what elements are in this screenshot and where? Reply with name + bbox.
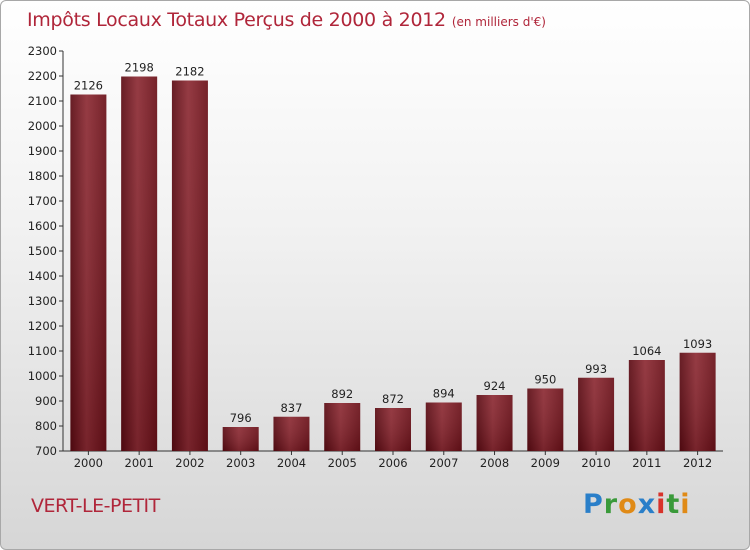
- chart-title-text: Impôts Locaux Totaux Perçus de 2000 à 20…: [27, 9, 446, 31]
- bar-value-label: 1064: [632, 344, 661, 358]
- y-tick-label: 1800: [28, 169, 57, 183]
- y-tick-label: 900: [35, 394, 57, 408]
- chart-unit-label: (en milliers d'€): [451, 15, 546, 29]
- bar-value-label: 2198: [125, 61, 154, 75]
- bar-shade: [171, 80, 208, 451]
- x-tick-label: 2005: [328, 456, 357, 470]
- y-tick-label: 700: [35, 444, 57, 458]
- bar-shade: [121, 76, 158, 451]
- x-tick-label: 2000: [74, 456, 103, 470]
- logo-letter: r: [603, 489, 619, 520]
- y-tick-label: 2200: [28, 69, 57, 83]
- y-tick-label: 1900: [28, 144, 57, 158]
- y-tick-label: 1200: [28, 319, 57, 333]
- y-tick-label: 1400: [28, 269, 57, 283]
- bar-value-label: 894: [433, 387, 455, 401]
- x-tick-label: 2010: [581, 456, 610, 470]
- y-tick-label: 1100: [28, 344, 57, 358]
- bar-value-label: 892: [331, 387, 353, 401]
- y-tick-label: 1700: [28, 194, 57, 208]
- proxiti-logo: Proxiti: [583, 489, 691, 520]
- bar-shade: [578, 377, 615, 451]
- bar-shade: [425, 402, 462, 451]
- x-tick-label: 2004: [277, 456, 306, 470]
- bar-value-label: 2126: [74, 79, 103, 93]
- x-tick-label: 2007: [429, 456, 458, 470]
- bar-shade: [527, 388, 564, 451]
- x-tick-label: 2012: [683, 456, 712, 470]
- y-tick-label: 2000: [28, 119, 57, 133]
- y-tick-label: 800: [35, 419, 57, 433]
- bar-shade: [679, 352, 716, 451]
- logo-letter: x: [637, 489, 657, 520]
- y-tick-label: 1500: [28, 244, 57, 258]
- bar-value-label: 993: [585, 362, 607, 376]
- logo-letter: i: [656, 489, 667, 520]
- bar-value-label: 924: [484, 379, 506, 393]
- y-tick-label: 1600: [28, 219, 57, 233]
- x-tick-label: 2002: [175, 456, 204, 470]
- bar-value-label: 796: [230, 411, 252, 425]
- x-tick-label: 2011: [632, 456, 661, 470]
- bar-value-label: 837: [280, 401, 302, 415]
- bar-shade: [628, 360, 665, 451]
- bar-value-label: 1093: [683, 337, 712, 351]
- y-tick-label: 2100: [28, 94, 57, 108]
- bar-shade: [70, 94, 107, 451]
- bars: [70, 76, 716, 451]
- bar-value-label: 872: [382, 392, 404, 406]
- x-tick-label: 2008: [480, 456, 509, 470]
- y-tick-label: 1000: [28, 369, 57, 383]
- x-tick-label: 2006: [378, 456, 407, 470]
- bar-value-label: 2182: [175, 65, 204, 79]
- bar-shade: [476, 395, 513, 451]
- logo-letter: o: [618, 489, 638, 520]
- place-name: VERT-LE-PETIT: [31, 495, 160, 517]
- bar-shade: [222, 427, 259, 451]
- x-tick-label: 2003: [226, 456, 255, 470]
- bar-shade: [375, 408, 411, 451]
- y-tick-label: 2300: [28, 44, 57, 58]
- data-labels: 2126 2198 2182 796 837 892 872 894 924 950 993 1064…: [74, 61, 713, 426]
- y-tick-label: 1300: [28, 294, 57, 308]
- logo-letter: i: [680, 489, 691, 520]
- chart-title: Impôts Locaux Totaux Perçus de 2000 à 20…: [27, 9, 546, 31]
- logo-letter: t: [666, 489, 681, 520]
- bar-shade: [273, 416, 310, 451]
- logo-letter: P: [583, 489, 604, 520]
- x-tick-label: 2001: [125, 456, 154, 470]
- bar-shade: [324, 403, 361, 451]
- x-tick-label: 2009: [531, 456, 560, 470]
- bar-value-label: 950: [534, 373, 556, 387]
